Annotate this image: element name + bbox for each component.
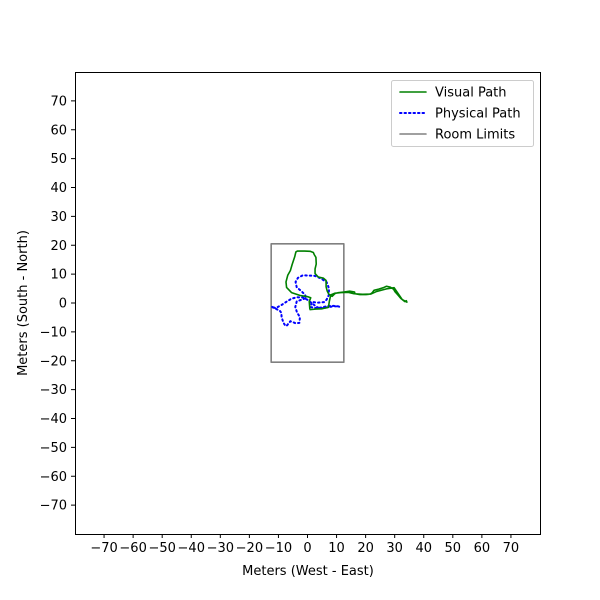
y-tick-label: 70: [50, 94, 67, 109]
room-limits-line: [270, 243, 345, 363]
y-tick-label: 0: [59, 297, 67, 312]
y-tick-label: −10: [40, 325, 67, 340]
y-axis-label: Meters (South - North): [16, 230, 31, 376]
y-tick-label: 60: [50, 123, 67, 138]
series-layer: [270, 243, 408, 363]
legend: Visual Path Physical Path Room Limits: [391, 80, 534, 147]
y-tick-label: −70: [40, 499, 67, 514]
x-tick-label: −50: [148, 541, 175, 556]
x-tick-label: 70: [503, 541, 520, 556]
legend-label: Physical Path: [435, 107, 521, 122]
x-tick-label: 10: [328, 541, 345, 556]
y-tick-label: −50: [40, 441, 67, 456]
visual-path-line: [285, 250, 408, 311]
y-tick-label: −30: [40, 383, 67, 398]
x-tick-label: 50: [445, 541, 462, 556]
y-tick-label: −20: [40, 354, 67, 369]
y-tick-label: 40: [50, 181, 67, 196]
y-tick-label: −60: [40, 470, 67, 485]
legend-label: Room Limits: [435, 128, 515, 143]
physical-path-line: [270, 274, 341, 328]
x-tick-label: 60: [474, 541, 491, 556]
legend-box: [391, 80, 534, 147]
x-tick-label: −10: [265, 541, 292, 556]
x-tick-label: 30: [386, 541, 403, 556]
x-tick-label: 0: [303, 541, 311, 556]
x-tick-label: 20: [357, 541, 374, 556]
x-tick-label: −20: [236, 541, 263, 556]
x-axis-ticks: −70 −60 −50 −40 −30 −20 −10 0 10 20 30 40 50 60 70: [90, 534, 519, 556]
legend-label: Visual Path: [435, 86, 507, 101]
y-tick-label: 50: [50, 152, 67, 167]
x-tick-label: −70: [90, 541, 117, 556]
x-tick-label: −40: [178, 541, 205, 556]
x-tick-label: −60: [119, 541, 146, 556]
x-axis-label: Meters (West - East): [242, 564, 374, 579]
y-tick-label: 30: [50, 210, 67, 225]
plot-area: [75, 72, 541, 535]
y-axis-ticks: 70 60 50 40 30 20 10 0 −10 −20 −30 −40 −50 −60 −70: [40, 94, 75, 514]
x-tick-label: 40: [415, 541, 432, 556]
y-tick-label: 20: [50, 239, 67, 254]
y-tick-label: 10: [50, 268, 67, 283]
y-tick-label: −40: [40, 412, 67, 427]
x-tick-label: −30: [207, 541, 234, 556]
